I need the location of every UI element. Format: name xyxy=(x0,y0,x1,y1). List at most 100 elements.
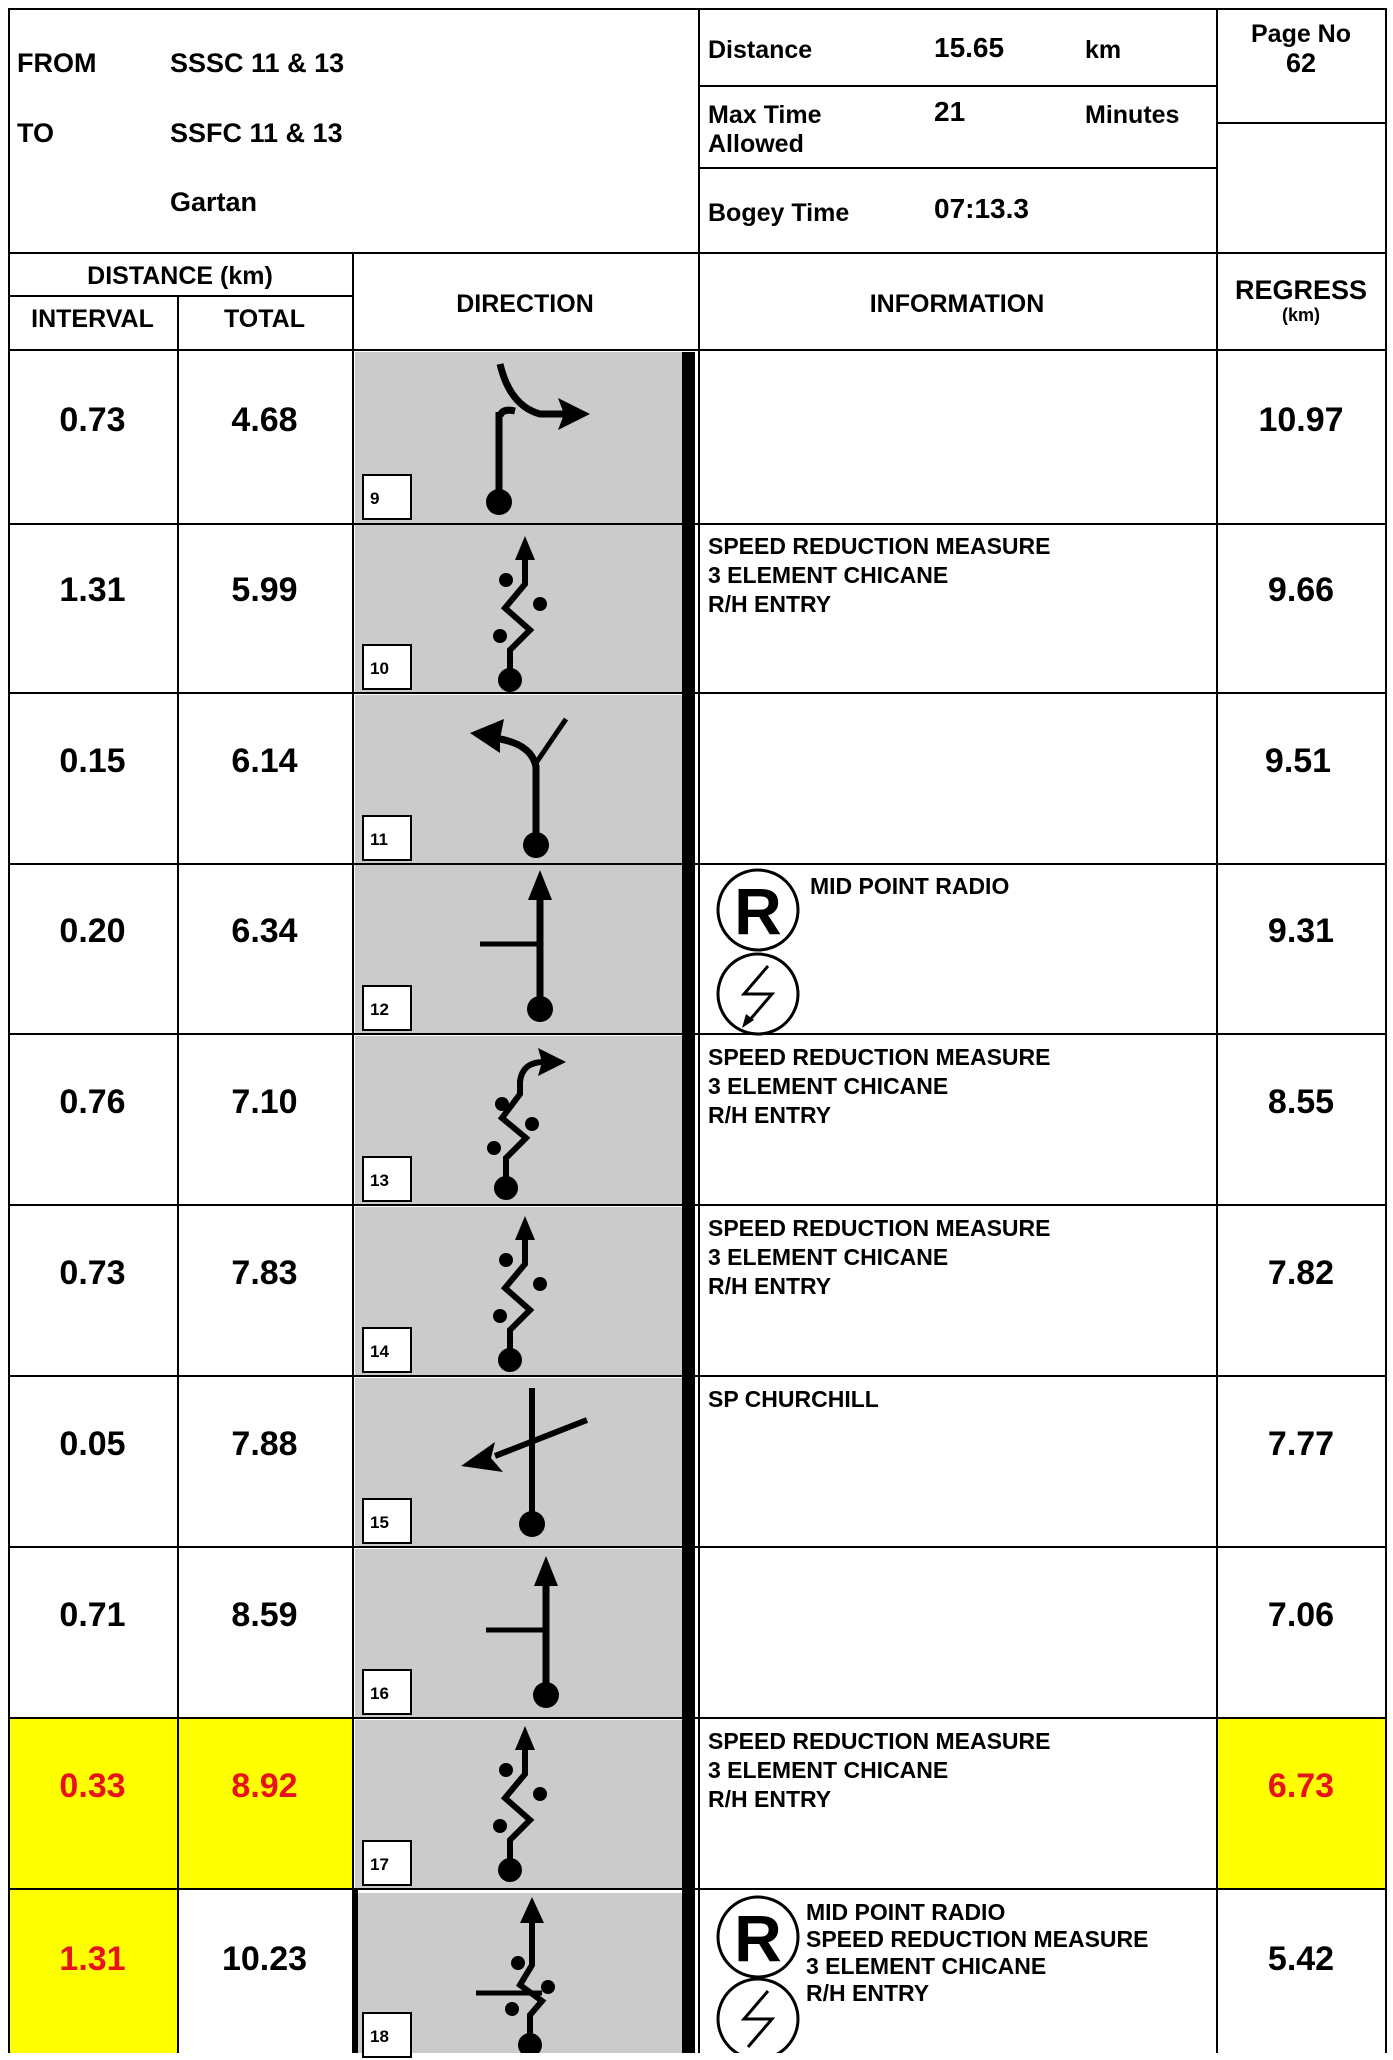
total-value: 5.99 xyxy=(231,571,298,609)
interval-value: 0.33 xyxy=(59,1767,126,1805)
direction-column-rule xyxy=(682,352,695,2053)
interval-header: INTERVAL xyxy=(31,305,154,333)
header-line-d xyxy=(8,252,1386,254)
box-number: 11 xyxy=(362,815,412,861)
highlight-total-17 xyxy=(178,1718,352,1888)
box-number: 18 xyxy=(362,2012,412,2058)
information-header: INFORMATION xyxy=(869,290,1045,318)
total-value: 10.23 xyxy=(221,1940,308,1978)
header-line-c xyxy=(698,167,1216,169)
row-line-3 xyxy=(8,863,1386,865)
highlight-interval-17 xyxy=(8,1718,177,1888)
right-turn-icon xyxy=(486,363,590,515)
svg-text:R: R xyxy=(734,874,782,948)
chicane-icon xyxy=(493,1216,547,1372)
body-col-info xyxy=(698,349,700,2053)
chicane-crossroad-icon xyxy=(476,1897,555,2053)
row-line-9 xyxy=(8,1888,1386,1890)
distance-value: 15.65 xyxy=(934,32,1005,63)
row-line-4 xyxy=(8,1033,1386,1035)
box-number: 13 xyxy=(362,1156,412,1202)
box-number: 16 xyxy=(362,1669,412,1715)
row-line-2 xyxy=(8,692,1386,694)
header-line-a xyxy=(698,85,1216,87)
frame-left xyxy=(8,8,10,2053)
row-line-1 xyxy=(8,523,1386,525)
max-time-label-1: Max Time xyxy=(708,101,822,129)
box-number: 14 xyxy=(362,1327,412,1373)
crossroads-left-icon xyxy=(461,1388,589,1537)
box-number: 9 xyxy=(362,474,412,520)
straight-junction-left-icon xyxy=(486,1556,559,1708)
interval-value: 0.71 xyxy=(59,1596,126,1634)
total-value: 8.59 xyxy=(231,1596,298,1634)
col-divider-dist xyxy=(352,252,354,352)
info-text: MID POINT RADIO SPEED REDUCTION MEASURE … xyxy=(806,1899,1149,2006)
total-value: 6.34 xyxy=(231,912,298,950)
interval-value: 1.31 xyxy=(59,571,126,609)
svg-text:R: R xyxy=(734,1901,782,1975)
box-number: 15 xyxy=(362,1498,412,1544)
regress-value: 5.42 xyxy=(1267,1940,1335,1978)
box-number: 17 xyxy=(362,1840,412,1886)
box-number: 12 xyxy=(362,985,412,1031)
distance-group-header: DISTANCE (km) xyxy=(87,262,273,290)
location-value: Gartan xyxy=(170,187,258,217)
regress-value: 10.97 xyxy=(1258,401,1344,439)
frame-top xyxy=(8,8,1386,10)
info-text: SPEED REDUCTION MEASURE 3 ELEMENT CHICAN… xyxy=(708,1215,1051,1299)
info-text: SPEED REDUCTION MEASURE 3 ELEMENT CHICAN… xyxy=(708,1728,1051,1812)
header-bottom-line xyxy=(8,349,1386,351)
total-value: 8.92 xyxy=(231,1767,298,1805)
info-text: SPEED REDUCTION MEASURE 3 ELEMENT CHICAN… xyxy=(708,533,1051,617)
direction-header: DIRECTION xyxy=(456,290,594,318)
regress-value: 7.06 xyxy=(1267,1596,1335,1634)
regress-value: 9.51 xyxy=(1264,742,1332,780)
regress-unit: (km) xyxy=(1281,305,1320,325)
box-number: 10 xyxy=(362,644,412,690)
header-divider-1 xyxy=(698,8,700,352)
col-divider-interval xyxy=(177,295,179,352)
info-text: MID POINT RADIO xyxy=(810,873,1010,899)
from-label: FROM xyxy=(17,48,97,78)
regress-header: REGRESS xyxy=(1234,275,1368,305)
regress-value: 9.31 xyxy=(1267,912,1335,950)
straight-junction-left-icon xyxy=(480,870,553,1022)
lightning-icon xyxy=(716,952,800,1036)
left-fork-icon xyxy=(470,717,569,858)
body-col-total xyxy=(352,349,354,2053)
total-value: 7.83 xyxy=(231,1254,298,1292)
body-col-regress xyxy=(1216,349,1218,2053)
highlight-interval-18 xyxy=(8,1890,177,2053)
row-line-5 xyxy=(8,1204,1386,1206)
interval-value: 0.20 xyxy=(59,912,126,950)
to-value: SSFC 11 & 13 xyxy=(170,118,343,148)
row-line-7 xyxy=(8,1546,1386,1548)
chicane-icon xyxy=(493,536,547,692)
regress-value: 7.77 xyxy=(1267,1425,1335,1463)
bogey-time-value: 07:13.3 xyxy=(934,193,1029,224)
radio-r-icon: R xyxy=(716,1895,800,1979)
page-no-label: Page No xyxy=(1250,20,1352,48)
chicane-right-exit-icon xyxy=(487,1048,566,1200)
info-text: SP CHURCHILL xyxy=(708,1386,879,1412)
page-no-value: 62 xyxy=(1285,48,1317,78)
total-value: 7.10 xyxy=(231,1083,298,1121)
bogey-time-label: Bogey Time xyxy=(708,199,850,227)
max-time-label-2: Allowed xyxy=(708,130,804,158)
header-divider-2 xyxy=(1216,8,1218,352)
radio-r-icon: R xyxy=(716,868,800,952)
row-line-8 xyxy=(8,1717,1386,1719)
interval-value: 0.73 xyxy=(59,1254,126,1292)
regress-value: 7.82 xyxy=(1267,1254,1335,1292)
info-text: SPEED REDUCTION MEASURE 3 ELEMENT CHICAN… xyxy=(708,1044,1051,1128)
total-header: TOTAL xyxy=(223,305,305,333)
frame-right xyxy=(1385,8,1387,2053)
interval-value: 0.73 xyxy=(59,401,126,439)
max-time-unit: Minutes xyxy=(1085,101,1180,129)
interval-value: 0.15 xyxy=(59,742,126,780)
from-value: SSSC 11 & 13 xyxy=(170,48,345,78)
to-label: TO xyxy=(17,118,55,148)
total-value: 7.88 xyxy=(231,1425,298,1463)
regress-value: 8.55 xyxy=(1267,1083,1335,1121)
